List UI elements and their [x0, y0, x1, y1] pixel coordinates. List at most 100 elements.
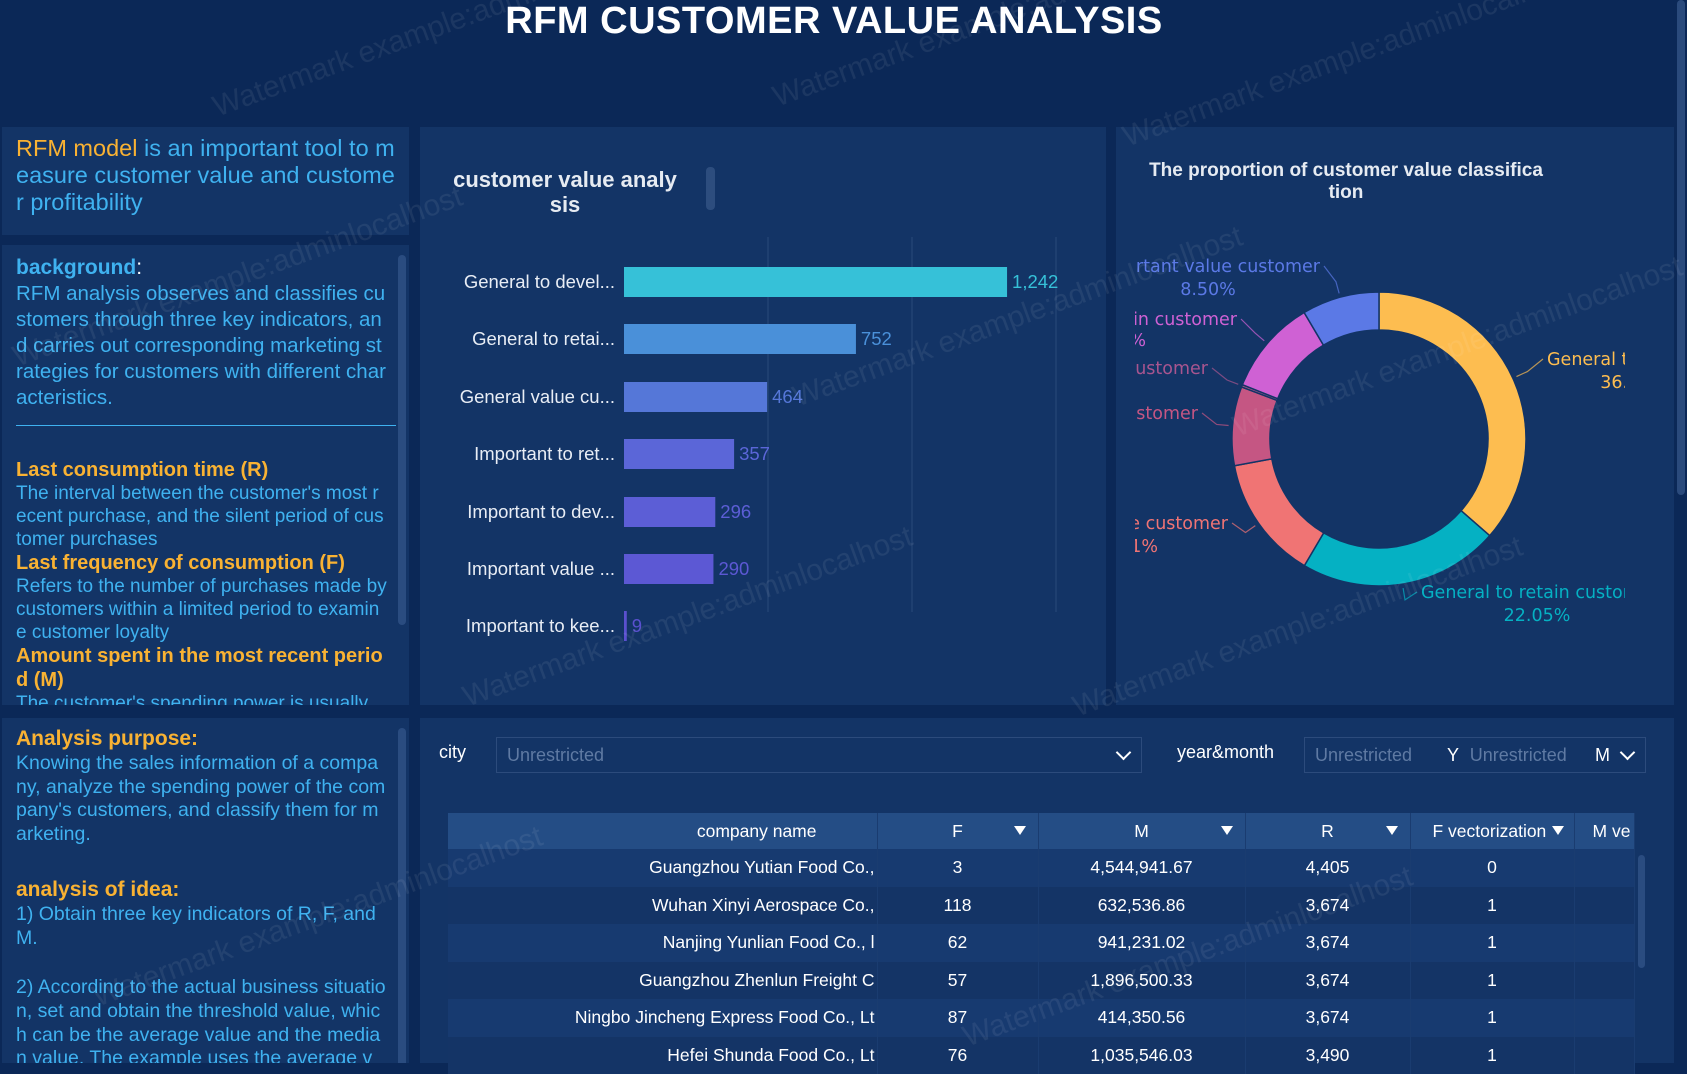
column-company-name[interactable]: company name: [448, 813, 877, 849]
filter-icon[interactable]: [1552, 826, 1564, 835]
bar: [624, 497, 715, 527]
cell-m: 941,231.02: [1038, 924, 1245, 962]
cell-m-ve: [1574, 999, 1634, 1037]
cell-f: 62: [877, 924, 1038, 962]
cell-m-ve: [1574, 924, 1634, 962]
filter-icon[interactable]: [1221, 826, 1233, 835]
filter-icon[interactable]: [1386, 826, 1398, 835]
cell-f-vectorization: 0: [1410, 849, 1574, 887]
idea-heading: analysis of idea:: [16, 877, 388, 903]
value-label: 9: [632, 615, 642, 636]
slice-percent: 10.47%: [1116, 331, 1146, 351]
column-r[interactable]: R: [1245, 813, 1410, 849]
year-value: Unrestricted: [1315, 745, 1412, 765]
cell-f: 76: [877, 1037, 1038, 1074]
month-value: Unrestricted: [1470, 745, 1567, 765]
r-body: The interval between the customer's most…: [16, 482, 388, 551]
cell-f-vectorization: 1: [1410, 1037, 1574, 1074]
cell-m: 1,896,500.33: [1038, 962, 1245, 1000]
cell-f: 3: [877, 849, 1038, 887]
slice-percent: 22.05%: [1504, 606, 1571, 626]
column-m-vectorization[interactable]: M ve: [1574, 813, 1634, 849]
cell-f: 57: [877, 962, 1038, 1000]
chevron-down-icon: [1620, 745, 1636, 761]
purpose-heading: Analysis purpose:: [16, 726, 388, 752]
chevron-down-icon: [1116, 745, 1132, 761]
cell-f-vectorization: 1: [1410, 924, 1574, 962]
donut-slice: [1304, 511, 1489, 586]
cell-r: 4,405: [1245, 849, 1410, 887]
cell-m-ve: [1574, 849, 1634, 887]
intro-text: RFM model is an important tool to measur…: [16, 135, 396, 216]
r-heading: Last consumption time (R): [16, 458, 388, 482]
customer-table: company name F M R F vectorization M ve …: [448, 813, 1635, 1074]
cell-f: 118: [877, 887, 1038, 925]
page-scrollbar[interactable]: [1677, 0, 1685, 495]
cell-r: 3,674: [1245, 962, 1410, 1000]
idea-2: 2) According to the actual business situ…: [16, 976, 388, 1063]
bar: [624, 439, 734, 469]
table-scrollbar[interactable]: [1638, 855, 1645, 968]
column-f-vectorization[interactable]: F vectorization: [1410, 813, 1574, 849]
year-month-select[interactable]: Unrestricted Y Unrestricted M: [1304, 737, 1646, 773]
city-label: city: [439, 742, 466, 763]
cell-m: 414,350.56: [1038, 999, 1245, 1037]
cell-m: 632,536.86: [1038, 887, 1245, 925]
slice-label: Important to develop customer: [1116, 404, 1199, 424]
cell-company: Wuhan Xinyi Aerospace Co.,: [448, 887, 877, 925]
category-label: General value cu...: [460, 386, 615, 407]
slice-label: General to retain customer: [1421, 583, 1659, 603]
background-heading: background: [16, 256, 136, 279]
slice-label: Important to retain customer: [1116, 310, 1238, 330]
cell-f: 87: [877, 999, 1038, 1037]
slice-label: Important to keep customer: [1116, 359, 1209, 379]
donut-slice: [1234, 459, 1323, 566]
value-label: 464: [772, 386, 803, 407]
city-value: Unrestricted: [507, 745, 604, 765]
intro-highlight: RFM model: [16, 135, 137, 161]
slice-label: General to develop customer: [1547, 350, 1674, 370]
background-content: background: RFM analysis observes and cl…: [16, 255, 388, 705]
filter-icon[interactable]: [1014, 826, 1026, 835]
f-heading: Last frequency of consumption (F): [16, 551, 388, 575]
slice-percent: 8.50%: [1180, 280, 1236, 300]
purpose-scrollbar[interactable]: [398, 728, 406, 1063]
value-label: 357: [739, 443, 770, 464]
value-label: 752: [861, 328, 892, 349]
cell-company: Ningbo Jincheng Express Food Co., Lt: [448, 999, 877, 1037]
leader-line: [1212, 368, 1238, 384]
cell-f-vectorization: 1: [1410, 962, 1574, 1000]
donut-slice: [1232, 387, 1277, 466]
slice-label: General value customer: [1116, 514, 1229, 534]
background-panel: background: RFM analysis observes and cl…: [2, 245, 409, 705]
bar-chart-panel: customer value analysis General to devel…: [420, 127, 1106, 705]
month-unit: M: [1595, 738, 1610, 772]
column-r-label: R: [1321, 821, 1334, 841]
category-label: Important value ...: [467, 558, 615, 579]
pie-chart-panel: The proportion of customer value classif…: [1116, 127, 1674, 705]
cell-m-ve: [1574, 1037, 1634, 1074]
column-f[interactable]: F: [877, 813, 1038, 849]
slice-percent: 36.42%: [1600, 373, 1667, 393]
column-m[interactable]: M: [1038, 813, 1245, 849]
background-scrollbar[interactable]: [398, 255, 406, 625]
cell-f-vectorization: 1: [1410, 887, 1574, 925]
value-label: 1,242: [1012, 271, 1058, 292]
bar: [624, 267, 1007, 297]
city-select[interactable]: Unrestricted: [496, 737, 1142, 773]
column-f-vec-label: F vectorization: [1433, 821, 1547, 841]
column-m-label: M: [1134, 821, 1149, 841]
divider: [16, 425, 396, 426]
slice-percent: 8.68%: [1116, 426, 1126, 446]
cell-company: Guangzhou Zhenlun Freight C: [448, 962, 877, 1000]
category-label: Important to kee...: [466, 615, 615, 636]
purpose-body: Knowing the sales information of a compa…: [16, 752, 388, 847]
cell-company: Guangzhou Yutian Food Co.,: [448, 849, 877, 887]
